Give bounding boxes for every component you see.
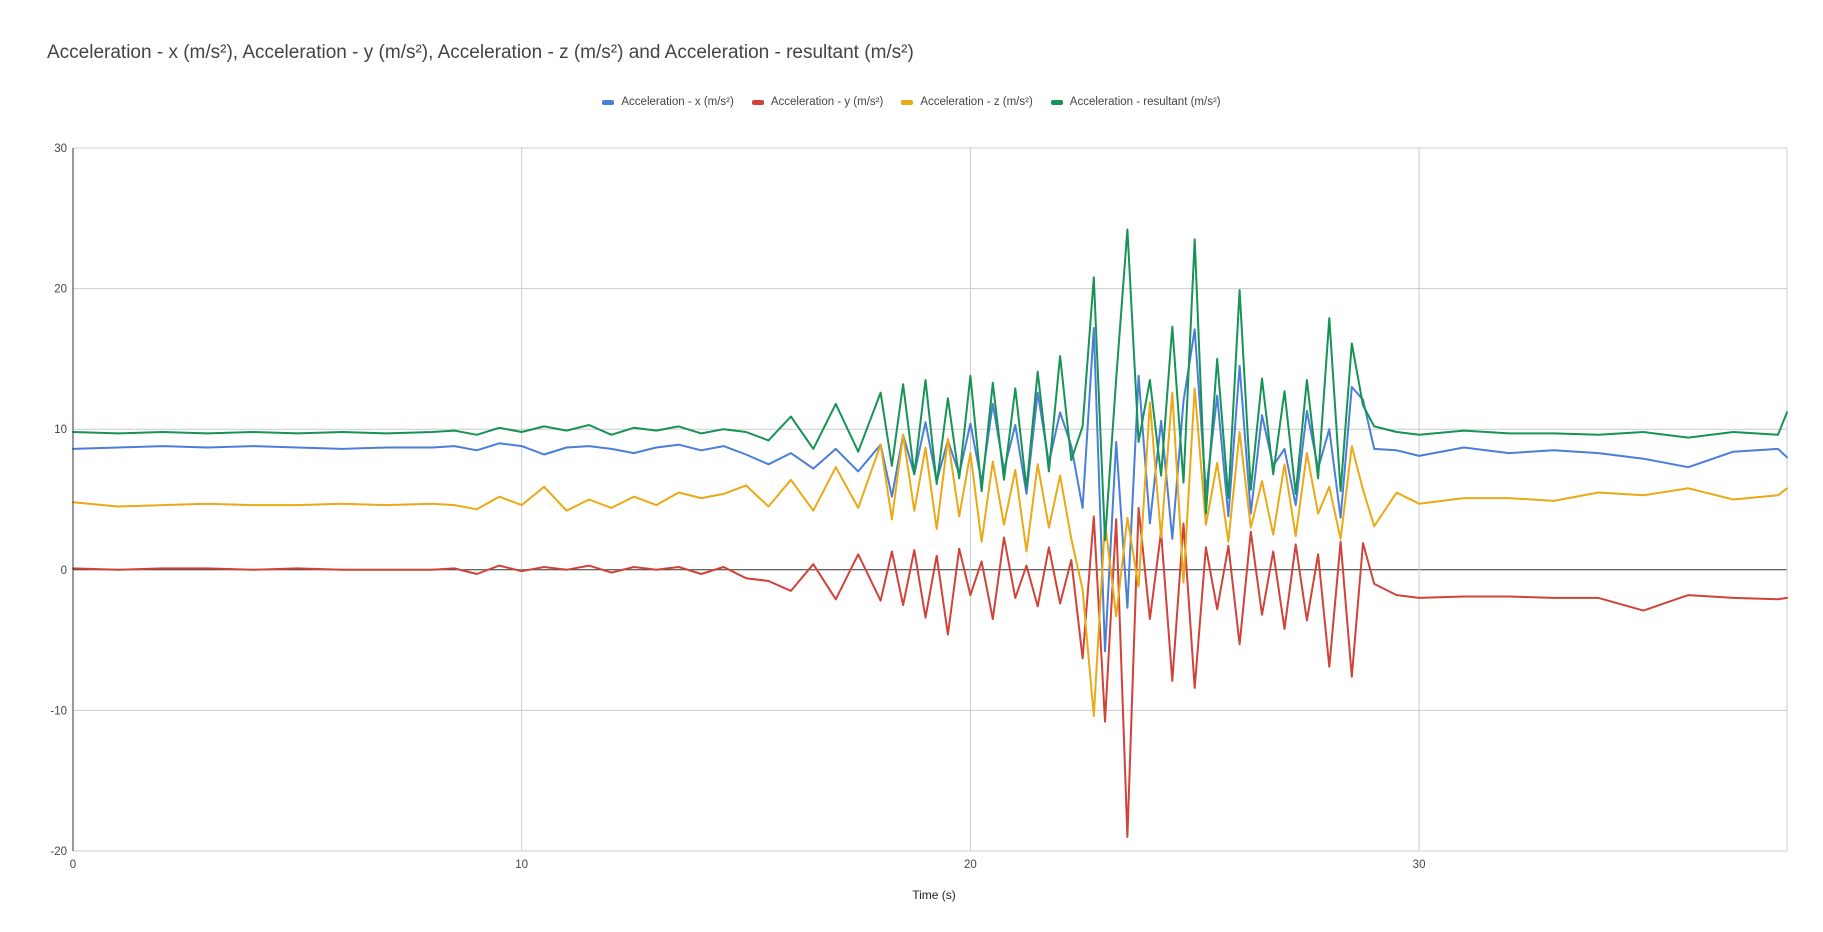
x-tick-label: 10 xyxy=(515,859,528,871)
legend-swatch-y xyxy=(751,99,764,105)
series-lines xyxy=(72,228,1788,838)
legend-item-z[interactable]: Acceleration - z (m/s²) xyxy=(901,96,1033,108)
y-tick-label: 10 xyxy=(54,424,67,436)
y-tick-label: 20 xyxy=(54,284,67,296)
series-line-z[interactable] xyxy=(72,387,1788,717)
y-tick-label: -10 xyxy=(50,705,67,717)
legend-swatch-x xyxy=(602,99,615,105)
series-line-resultant[interactable] xyxy=(72,228,1788,542)
legend-item-x[interactable]: Acceleration - x (m/s²) xyxy=(602,96,734,108)
legend-item-y[interactable]: Acceleration - y (m/s²) xyxy=(751,96,884,108)
y-tick-label: 30 xyxy=(54,143,67,155)
legend-label-x: Acceleration - x (m/s²) xyxy=(621,96,734,108)
series-line-x[interactable] xyxy=(72,327,1788,653)
x-tick-label: 20 xyxy=(964,859,977,871)
x-axis-title: Time (s) xyxy=(912,888,956,902)
chart-title: Acceleration - x (m/s²), Acceleration - … xyxy=(47,42,914,63)
x-tick-label: 0 xyxy=(70,859,76,871)
legend-label-y: Acceleration - y (m/s²) xyxy=(770,96,884,108)
legend: Acceleration - x (m/s²) Acceleration - y… xyxy=(0,96,1823,108)
legend-label-resultant: Acceleration - resultant (m/s²) xyxy=(1069,96,1221,108)
legend-swatch-resultant xyxy=(1050,99,1063,105)
axes: -20 -10 0 10 20 30 0 10 20 30 xyxy=(50,143,1425,871)
legend-swatch-z xyxy=(901,99,914,105)
legend-item-resultant[interactable]: Acceleration - resultant (m/s²) xyxy=(1050,96,1221,108)
legend-label-z: Acceleration - z (m/s²) xyxy=(920,96,1033,108)
y-tick-label: 0 xyxy=(61,565,67,577)
x-tick-label: 30 xyxy=(1413,859,1426,871)
y-tick-label: -20 xyxy=(50,846,67,858)
series-line-y[interactable] xyxy=(72,506,1788,838)
